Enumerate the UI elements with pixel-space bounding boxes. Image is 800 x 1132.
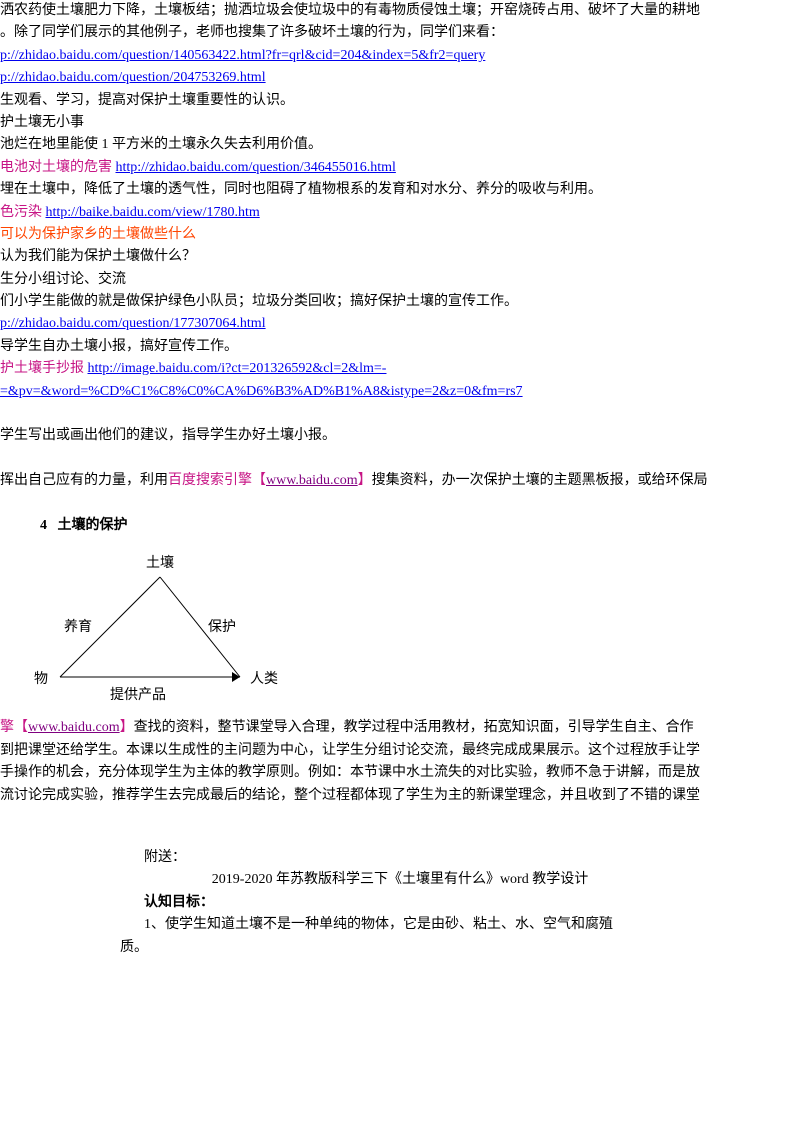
paragraph: 生分小组讨论、交流 xyxy=(0,269,800,291)
diagram-edge-bottom: 提供产品 xyxy=(110,685,166,707)
appendix-label: 附送： xyxy=(144,847,680,869)
appendix-section: 附送： 2019-2020 年苏教版科学三下《土壤里有什么》word 教学设计 … xyxy=(120,847,680,959)
highlighted-text: 色污染 xyxy=(0,205,42,220)
highlighted-text: 电池对土壤的危害 xyxy=(0,160,112,175)
hyperlink[interactable]: p://zhidao.baidu.com/question/204753269.… xyxy=(0,70,266,85)
paragraph: 生观看、学习，提高对保护土壤重要性的认识。 xyxy=(0,90,800,112)
highlighted-text: 护土壤手抄报 xyxy=(0,361,84,376)
paragraph: 护土壤无小事 xyxy=(0,112,800,134)
paragraph: 学生写出或画出他们的建议，指导学生办好土壤小报。 xyxy=(0,425,800,447)
paragraph: 导学生自办土壤小报，搞好宣传工作。 xyxy=(0,336,800,358)
hyperlink[interactable]: =&pv=&word=%CD%C1%C8%C0%CA%D6%B3%AD%B1%A… xyxy=(0,384,523,399)
highlighted-text: 百度搜索引擎【 xyxy=(168,473,266,488)
cognitive-goal-body: 质。 xyxy=(120,937,680,959)
hyperlink[interactable]: http://image.baidu.com/i?ct=201326592&cl… xyxy=(88,361,387,376)
hyperlink[interactable]: www.baidu.com xyxy=(28,720,120,735)
paragraph: 埋在土壤中，降低了土壤的透气性，同时也阻碍了植物根系的发育和对水分、养分的吸收与… xyxy=(0,179,800,201)
hyperlink[interactable]: http://zhidao.baidu.com/question/3464550… xyxy=(116,160,396,175)
diagram-node-top: 土壤 xyxy=(146,553,174,575)
paragraph: 池烂在地里能使 1 平方米的土壤永久失去利用价值。 xyxy=(0,134,800,156)
highlighted-text: 【 xyxy=(14,720,28,735)
document-body: 洒农药使土壤肥力下降，土壤板结；抛洒垃圾会使垃圾中的有毒物质侵蚀土壤；开窑烧砖占… xyxy=(0,0,800,979)
hyperlink[interactable]: http://baike.baidu.com/view/1780.htm xyxy=(46,205,260,220)
paragraph: 认为我们能为保护土壤做什么？ xyxy=(0,246,800,268)
paragraph: 手操作的机会，充分体现学生为主体的教学原则。例如：本节课中水土流失的对比实验，教… xyxy=(0,762,800,784)
section-number-title: 4 土壤的保护 xyxy=(40,515,800,537)
highlighted-text: 擎 xyxy=(0,720,14,735)
paragraph: 洒农药使土壤肥力下降，土壤板结；抛洒垃圾会使垃圾中的有毒物质侵蚀土壤；开窑烧砖占… xyxy=(0,0,800,22)
triangle-diagram: 土壤 养育 保护 物 人类 提供产品 xyxy=(40,547,280,707)
highlighted-text: 】 xyxy=(120,720,134,735)
hyperlink[interactable]: p://zhidao.baidu.com/question/177307064.… xyxy=(0,316,266,331)
paragraph: 到把课堂还给学生。本课以生成性的主问题为中心，让学生分组讨论交流，最终完成成果展… xyxy=(0,740,800,762)
diagram-node-bottom-left: 物 xyxy=(34,669,48,691)
highlighted-text: 】 xyxy=(358,473,372,488)
hyperlink[interactable]: www.baidu.com xyxy=(266,473,358,488)
text-fragment: 挥出自己应有的力量，利用 xyxy=(0,473,168,488)
diagram-edge-right: 保护 xyxy=(208,617,236,639)
cognitive-goal-title: 认知目标： xyxy=(144,892,680,914)
paragraph: 流讨论完成实验，推荐学生去完成最后的结论，整个过程都体现了学生为主的新课堂理念，… xyxy=(0,785,800,807)
hyperlink[interactable]: p://zhidao.baidu.com/question/140563422.… xyxy=(0,48,485,63)
text-fragment: 查找的资料，整节课堂导入合理，教学过程中活用教材，拓宽知识面，引导学生自主、合作 xyxy=(134,720,694,735)
diagram-edge-left: 养育 xyxy=(64,617,92,639)
cognitive-goal-body: 1、使学生知道土壤不是一种单纯的物体，它是由砂、粘土、水、空气和腐殖 xyxy=(144,914,680,936)
paragraph: 。除了同学们展示的其他例子，老师也搜集了许多破坏土壤的行为，同学们来看： xyxy=(0,22,800,44)
paragraph: 们小学生能做的就是做保护绿色小队员；垃圾分类回收；搞好保护土壤的宣传工作。 xyxy=(0,291,800,313)
section-heading: 可以为保护家乡的土壤做些什么 xyxy=(0,224,800,246)
text-fragment: 搜集资料，办一次保护土壤的主题黑板报，或给环保局 xyxy=(372,473,708,488)
appendix-title: 2019-2020 年苏教版科学三下《土壤里有什么》word 教学设计 xyxy=(120,869,680,891)
diagram-node-bottom-right: 人类 xyxy=(250,669,278,691)
